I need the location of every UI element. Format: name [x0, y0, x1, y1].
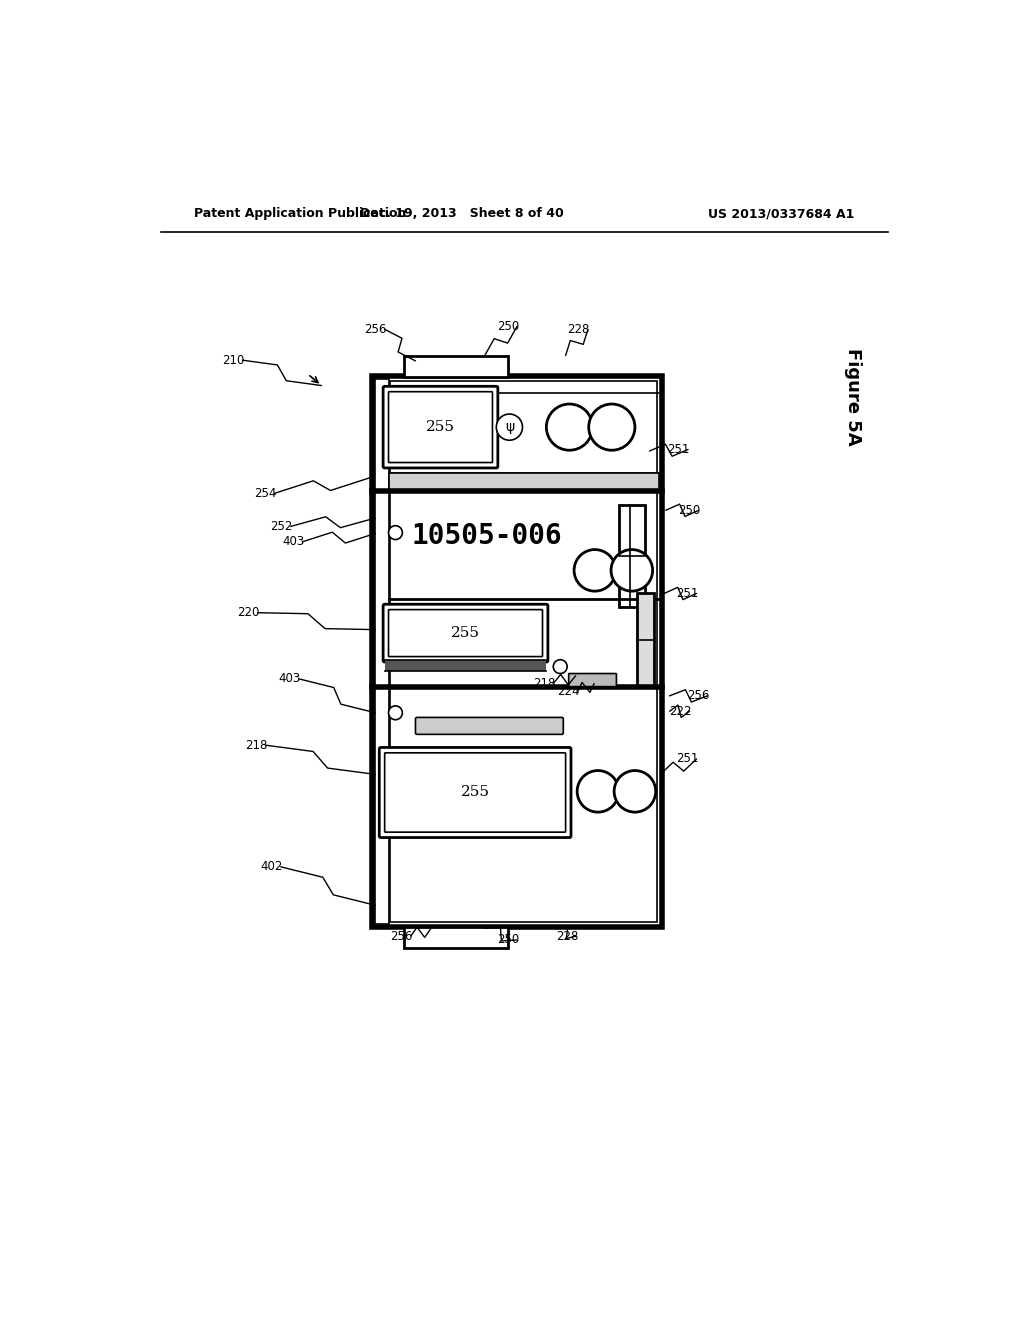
Circle shape	[497, 414, 522, 441]
FancyBboxPatch shape	[416, 718, 563, 734]
FancyBboxPatch shape	[383, 387, 498, 469]
Bar	[385, 661, 547, 671]
Circle shape	[388, 706, 402, 719]
Circle shape	[614, 771, 655, 812]
Bar	[390, 381, 657, 923]
Text: 256: 256	[390, 929, 413, 942]
Text: 255: 255	[461, 785, 489, 800]
Text: 250: 250	[497, 933, 519, 946]
Text: 251: 251	[676, 587, 698, 601]
Text: 224: 224	[557, 685, 580, 698]
Text: Dec. 19, 2013   Sheet 8 of 40: Dec. 19, 2013 Sheet 8 of 40	[359, 207, 563, 220]
Text: 228: 228	[556, 929, 579, 942]
Text: 255: 255	[451, 626, 480, 640]
Text: 10505-006: 10505-006	[412, 521, 562, 549]
Text: 254: 254	[254, 487, 276, 500]
Text: ψ: ψ	[505, 420, 514, 434]
Circle shape	[553, 660, 567, 673]
FancyBboxPatch shape	[388, 392, 493, 462]
Bar	[372, 376, 662, 927]
Text: 250: 250	[497, 319, 519, 333]
Bar	[618, 506, 645, 607]
Text: 220: 220	[238, 606, 259, 619]
Text: 222: 222	[669, 705, 691, 718]
FancyBboxPatch shape	[383, 605, 548, 663]
Text: Figure 5A: Figure 5A	[844, 348, 862, 446]
Bar	[403, 927, 508, 948]
Text: 218: 218	[532, 677, 555, 690]
Text: 256: 256	[687, 689, 710, 702]
Circle shape	[578, 771, 618, 812]
Text: 252: 252	[270, 520, 293, 533]
Bar	[403, 355, 508, 378]
Circle shape	[589, 404, 635, 450]
Text: 250: 250	[679, 504, 700, 517]
Bar	[388, 473, 658, 491]
Text: 210: 210	[222, 354, 244, 367]
FancyBboxPatch shape	[379, 747, 571, 838]
Bar	[375, 379, 388, 924]
Text: 256: 256	[365, 323, 387, 335]
Text: 403: 403	[279, 672, 301, 685]
Text: Patent Application Publication: Patent Application Publication	[194, 207, 407, 220]
Circle shape	[547, 404, 593, 450]
Bar	[637, 594, 654, 686]
Text: 251: 251	[676, 752, 698, 766]
Text: 228: 228	[567, 323, 590, 335]
Text: 251: 251	[668, 444, 690, 455]
Text: 255: 255	[426, 420, 455, 434]
Text: US 2013/0337684 A1: US 2013/0337684 A1	[708, 207, 854, 220]
FancyBboxPatch shape	[568, 673, 616, 686]
Text: 402: 402	[260, 861, 283, 874]
Text: 403: 403	[282, 536, 304, 548]
Circle shape	[611, 549, 652, 591]
FancyBboxPatch shape	[385, 752, 565, 832]
FancyBboxPatch shape	[388, 610, 543, 656]
Circle shape	[388, 525, 402, 540]
Text: 218: 218	[245, 739, 267, 751]
Circle shape	[574, 549, 615, 591]
